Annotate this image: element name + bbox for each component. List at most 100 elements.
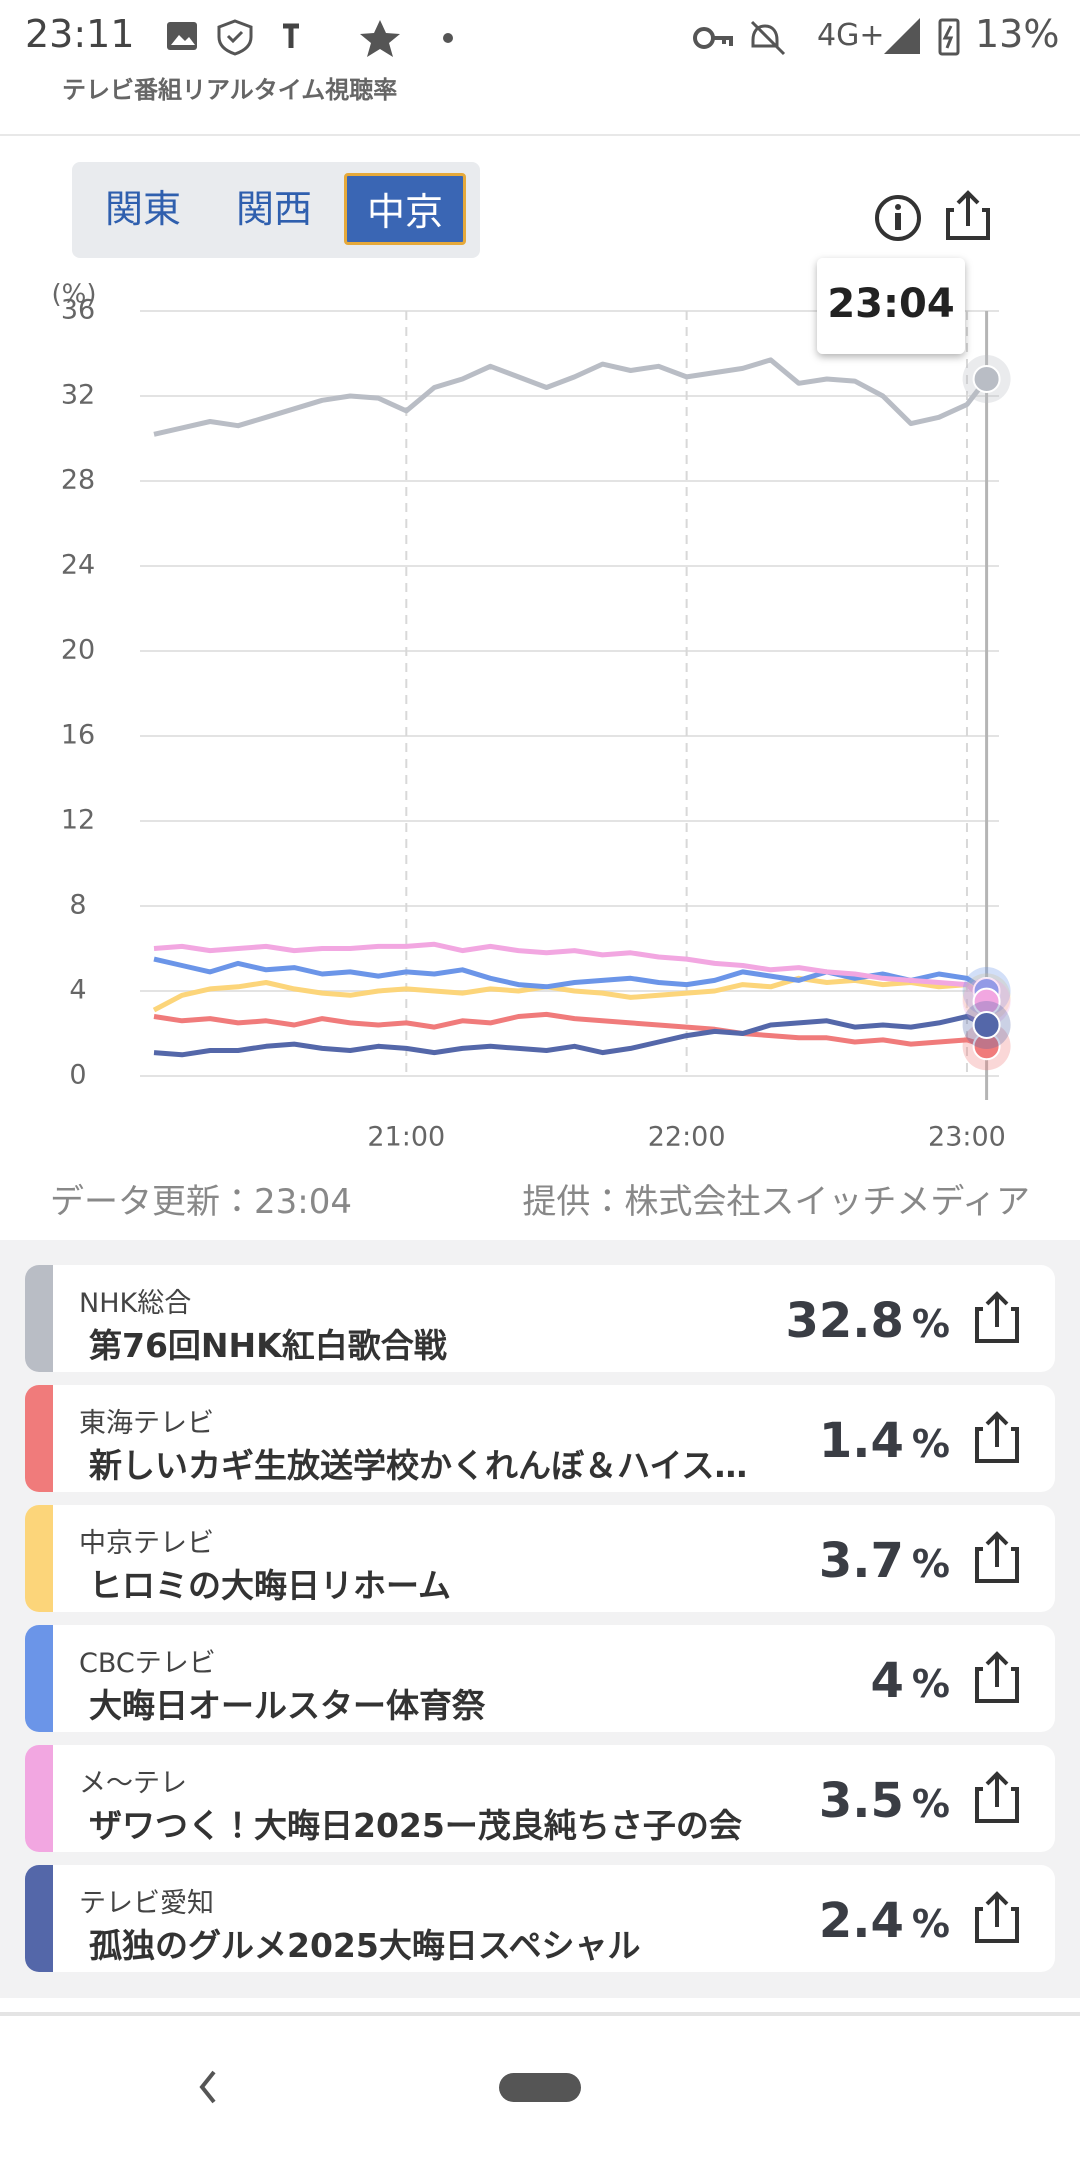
chart-actions: [875, 190, 990, 241]
chart: (%) 0 4 8 12 16 20 24 28 32 36 21:00 22:00 23:00 23:04: [52, 258, 1011, 1153]
channel-card: 中京テレビヒロミの大晦日リホーム 3.7%: [25, 1505, 1055, 1612]
rating-value: 3.7: [818, 1533, 904, 1589]
share-icon: [975, 1427, 1019, 1463]
rating-unit: %: [911, 1542, 950, 1586]
y-tick-label: 0: [69, 1060, 86, 1091]
data-updated: データ更新：23:04: [50, 1182, 352, 1222]
rating-value: 1.4: [818, 1413, 904, 1469]
share-button[interactable]: [969, 1291, 1025, 1347]
region-tab[interactable]: 中京: [344, 173, 466, 245]
nav-bar: [199, 2070, 581, 2104]
rating: 3.5%: [819, 1773, 950, 1829]
channel-name: メ〜テレ: [79, 1768, 187, 1799]
rating-value: 4: [870, 1653, 904, 1709]
x-tick-label: 21:00: [367, 1122, 445, 1153]
tooltip-text: 23:04: [827, 281, 954, 327]
rating: 3.7%: [819, 1533, 950, 1589]
nav-home[interactable]: [499, 2073, 581, 2102]
status-battery: 13%: [975, 12, 1060, 56]
rating-unit: %: [911, 1782, 950, 1826]
program-title: ザワつく！大晦日2025ー茂良純ちさ子の会: [89, 1806, 742, 1845]
channel-name: 中京テレビ: [79, 1528, 214, 1559]
share-icon: [985, 1291, 1009, 1327]
info-button[interactable]: [875, 195, 921, 241]
share-icon: [985, 1651, 1009, 1687]
y-tick-label: 36: [61, 295, 95, 326]
share-button[interactable]: [946, 190, 990, 240]
y-tick-label: 20: [61, 635, 95, 666]
region-tab[interactable]: 関西: [235, 187, 312, 231]
y-tick-label: 16: [61, 720, 95, 751]
channel-name: 東海テレビ: [79, 1408, 214, 1439]
y-axis-label: (%): [52, 280, 97, 310]
share-icon: [975, 1907, 1019, 1943]
share-button[interactable]: [969, 1651, 1025, 1707]
data-provider: 提供：株式会社スイッチメディア: [522, 1182, 1030, 1222]
rating: 4%: [871, 1653, 950, 1709]
rating-unit: %: [911, 1422, 950, 1466]
channel-color: [25, 1505, 53, 1612]
y-tick-label: 12: [61, 805, 95, 836]
program-title: 孤独のグルメ2025大晦日スペシャル: [89, 1926, 641, 1965]
y-tick-label: 8: [69, 890, 86, 921]
series-line: [153, 1011, 988, 1049]
region-tabs: 関東 関西 中京: [72, 162, 480, 258]
share-icon: [985, 1891, 1009, 1927]
channel-card: テレビ愛知孤独のグルメ2025大晦日スペシャル 2.4%: [25, 1865, 1055, 1972]
channel-card: NHK総合第76回NHK紅白歌合戦 32.8%: [25, 1265, 1055, 1372]
rating-value: 3.5: [818, 1773, 904, 1829]
rating: 2.4%: [819, 1893, 950, 1949]
channel-name: NHK総合: [79, 1288, 192, 1319]
rating-unit: %: [911, 1902, 950, 1946]
rating: 32.8%: [785, 1293, 950, 1349]
channel-name: テレビ愛知: [79, 1888, 214, 1919]
share-icon: [985, 1531, 1009, 1567]
x-tick-label: 23:00: [928, 1122, 1006, 1153]
x-tick-label: 22:00: [648, 1122, 726, 1153]
channel-name: CBCテレビ: [79, 1648, 216, 1679]
rating-value: 2.4: [818, 1893, 904, 1949]
series-line: [153, 357, 989, 437]
status-network: 4G+: [817, 18, 885, 53]
series-line: [153, 1014, 988, 1058]
region-tab[interactable]: 関東: [104, 187, 181, 231]
series-line: [153, 941, 989, 1004]
channel-card: CBCテレビ大晦日オールスター体育祭 4%: [25, 1625, 1055, 1732]
status-icons-right: [693, 20, 786, 56]
nav-divider: [0, 2012, 1080, 2016]
app-title: テレビ番組リアルタイム視聴率: [62, 76, 398, 104]
rating: 1.4%: [819, 1413, 950, 1469]
share-icon: [985, 1411, 1009, 1447]
program-title: 第76回NHK紅白歌合戦: [89, 1326, 447, 1365]
share-button[interactable]: [969, 1411, 1025, 1467]
rating-value: 32.8: [785, 1293, 904, 1349]
channel-card: メ〜テレザワつく！大晦日2025ー茂良純ちさ子の会 3.5%: [25, 1745, 1055, 1852]
channel-color: [25, 1265, 53, 1372]
share-button[interactable]: [969, 1891, 1025, 1947]
status-icons: [167, 19, 453, 57]
status-time: 23:11: [25, 12, 135, 56]
share-icon: [975, 1667, 1019, 1703]
share-icon: [975, 1787, 1019, 1823]
program-title: ヒロミの大晦日リホーム: [89, 1566, 452, 1605]
series-line: [153, 956, 988, 994]
channel-color: [25, 1385, 53, 1492]
rating-unit: %: [911, 1662, 950, 1706]
program-title: 大晦日オールスター体育祭: [89, 1686, 485, 1725]
share-button[interactable]: [969, 1771, 1025, 1827]
share-button[interactable]: [969, 1531, 1025, 1587]
channel-color: [25, 1745, 53, 1852]
end-point: [972, 365, 1001, 393]
y-tick-label: 4: [69, 975, 86, 1006]
tooltip-box: [817, 258, 965, 354]
channel-color: [25, 1865, 53, 1972]
channel-card: 東海テレビ新しいカギ生放送学校かくれんぼ＆ハイス… 1.4%: [25, 1385, 1055, 1492]
share-icon: [975, 1307, 1019, 1343]
nav-back[interactable]: [199, 2070, 216, 2104]
status-signal: [884, 18, 960, 56]
share-icon: [975, 1547, 1019, 1583]
channel-color: [25, 1625, 53, 1732]
program-title: 新しいカギ生放送学校かくれんぼ＆ハイス…: [89, 1446, 748, 1485]
